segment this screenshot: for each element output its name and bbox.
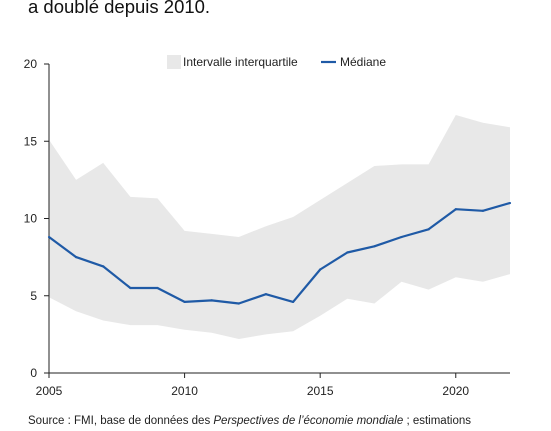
median-point [129,286,132,290]
median-point [427,228,430,231]
y-tick-label: 0 [30,366,37,380]
band-area [49,115,510,339]
median-point [237,302,240,305]
source-italic: Perspectives de l’économie mondiale [213,415,404,427]
median-series [47,201,512,305]
x-tick-label: 2020 [442,384,469,398]
y-tick-label: 20 [24,57,38,71]
median-point [102,265,105,268]
median-point [400,235,403,239]
median-point [183,300,186,304]
median-point [481,209,484,212]
source-suffix: ; estimations [403,415,471,427]
y-tick-label: 15 [24,134,38,148]
legend-median-label: Médiane [340,55,386,69]
median-point [319,268,322,271]
x-tick-label: 2010 [171,384,198,398]
median-point [156,286,159,290]
median-point [508,201,512,205]
median-point [264,293,268,296]
median-point [373,245,376,248]
legend-band-label: Intervalle interquartile [183,55,298,69]
median-point [75,256,78,259]
chart-subtitle: a doublé depuis 2010. [28,0,211,17]
x-tick-label: 2005 [36,384,63,398]
interquartile-band [49,115,510,339]
legend: Intervalle interquartile Médiane [167,55,386,69]
source-note: Source : FMI, base de données des Perspe… [28,415,471,427]
median-point [454,208,457,211]
y-tick-label: 5 [30,289,37,303]
axes: 0 5 10 15 20 2005 2010 2015 2020 [24,57,510,398]
median-point [346,251,349,254]
legend-band-swatch [167,55,181,69]
median-point [291,300,295,304]
median-point [47,235,51,239]
median-line [48,201,511,305]
source-prefix: Source : FMI, base de données des [28,415,214,427]
y-tick-label: 10 [24,212,38,226]
median-point [210,299,213,302]
x-tick-label: 2015 [307,384,334,398]
